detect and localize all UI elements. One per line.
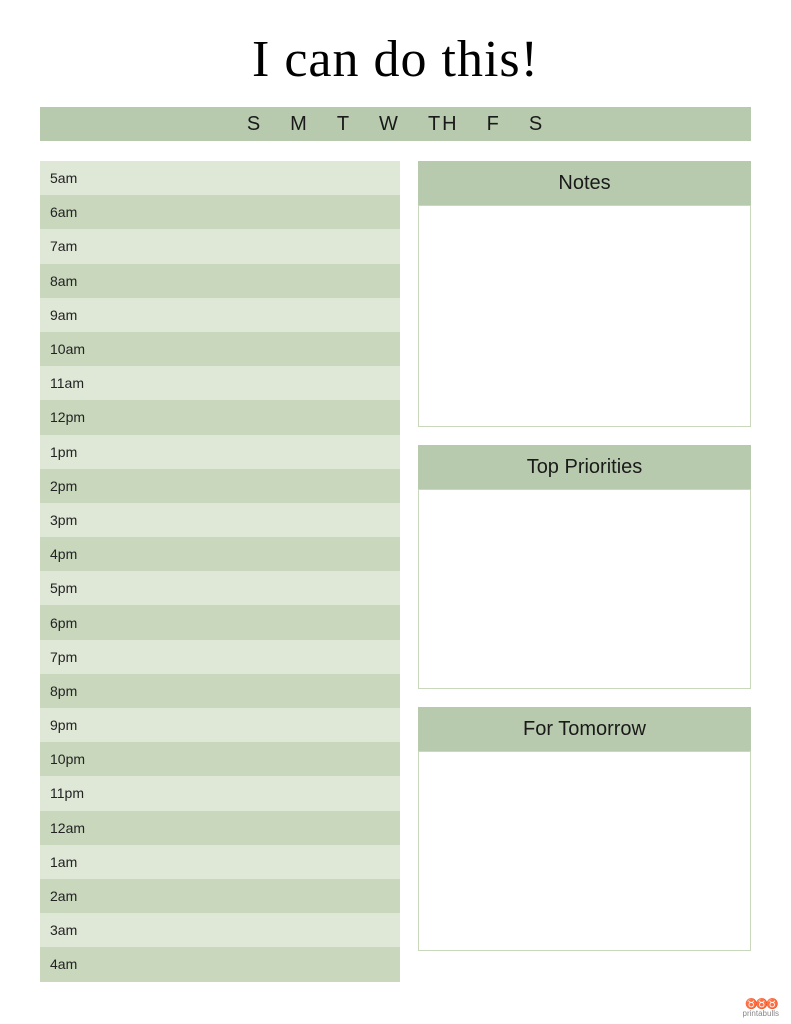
time-label: 12am — [50, 820, 85, 836]
time-slot[interactable]: 7am — [40, 229, 400, 263]
day-abbrev: TH — [428, 113, 459, 136]
time-slot[interactable]: 3am — [40, 913, 400, 947]
time-slot[interactable]: 8am — [40, 264, 400, 298]
tomorrow-panel: For Tomorrow — [418, 707, 751, 951]
time-slot[interactable]: 5pm — [40, 571, 400, 605]
priorities-body[interactable] — [418, 489, 751, 689]
time-slot[interactable]: 10am — [40, 332, 400, 366]
time-slot[interactable]: 6am — [40, 195, 400, 229]
time-slot[interactable]: 11am — [40, 366, 400, 400]
time-slot[interactable]: 10pm — [40, 742, 400, 776]
time-label: 7am — [50, 238, 77, 254]
notes-panel: Notes — [418, 161, 751, 427]
sidebar: Notes Top Priorities For Tomorrow — [418, 161, 751, 982]
time-label: 7pm — [50, 649, 77, 665]
brand-footer: ♉♉♉ printabulls — [743, 1000, 779, 1018]
time-slot[interactable]: 4pm — [40, 537, 400, 571]
page-title: I can do this! — [40, 30, 751, 89]
time-label: 10am — [50, 341, 85, 357]
notes-header: Notes — [418, 161, 751, 205]
time-label: 2am — [50, 888, 77, 904]
days-of-week-bar: S M T W TH F S — [40, 107, 751, 141]
time-slot[interactable]: 12am — [40, 811, 400, 845]
time-label: 5am — [50, 170, 77, 186]
time-label: 6am — [50, 204, 77, 220]
time-label: 3am — [50, 922, 77, 938]
time-label: 8pm — [50, 683, 77, 699]
time-label: 1pm — [50, 444, 77, 460]
time-slot[interactable]: 5am — [40, 161, 400, 195]
time-slot[interactable]: 9am — [40, 298, 400, 332]
day-abbrev: S — [529, 113, 544, 136]
day-abbrev: F — [487, 113, 501, 136]
time-slot[interactable]: 6pm — [40, 605, 400, 639]
time-label: 8am — [50, 273, 77, 289]
time-label: 9pm — [50, 717, 77, 733]
notes-body[interactable] — [418, 205, 751, 427]
time-slot[interactable]: 3pm — [40, 503, 400, 537]
time-slot[interactable]: 9pm — [40, 708, 400, 742]
day-abbrev: W — [379, 113, 400, 136]
content-row: 5am 6am 7am 8am 9am 10am 11am 12pm 1pm 2… — [40, 161, 751, 982]
brand-label: printabulls — [743, 1010, 779, 1018]
hourly-schedule: 5am 6am 7am 8am 9am 10am 11am 12pm 1pm 2… — [40, 161, 400, 982]
day-abbrev: S — [247, 113, 262, 136]
day-abbrev: T — [337, 113, 351, 136]
time-label: 5pm — [50, 580, 77, 596]
time-label: 4pm — [50, 546, 77, 562]
time-label: 11am — [50, 375, 84, 391]
time-slot[interactable]: 2pm — [40, 469, 400, 503]
time-slot[interactable]: 1pm — [40, 435, 400, 469]
time-label: 6pm — [50, 615, 77, 631]
time-slot[interactable]: 7pm — [40, 640, 400, 674]
time-label: 10pm — [50, 751, 85, 767]
time-label: 11pm — [50, 785, 84, 801]
time-slot[interactable]: 12pm — [40, 400, 400, 434]
tomorrow-header: For Tomorrow — [418, 707, 751, 751]
time-slot[interactable]: 1am — [40, 845, 400, 879]
time-label: 3pm — [50, 512, 77, 528]
time-label: 4am — [50, 956, 77, 972]
time-slot[interactable]: 8pm — [40, 674, 400, 708]
tomorrow-body[interactable] — [418, 751, 751, 951]
time-slot[interactable]: 4am — [40, 947, 400, 981]
time-label: 12pm — [50, 409, 85, 425]
priorities-panel: Top Priorities — [418, 445, 751, 689]
priorities-header: Top Priorities — [418, 445, 751, 489]
time-slot[interactable]: 11pm — [40, 776, 400, 810]
planner-page: I can do this! S M T W TH F S 5am 6am 7a… — [0, 0, 791, 1002]
time-label: 9am — [50, 307, 77, 323]
time-label: 2pm — [50, 478, 77, 494]
time-label: 1am — [50, 854, 77, 870]
time-slot[interactable]: 2am — [40, 879, 400, 913]
day-abbrev: M — [290, 113, 309, 136]
